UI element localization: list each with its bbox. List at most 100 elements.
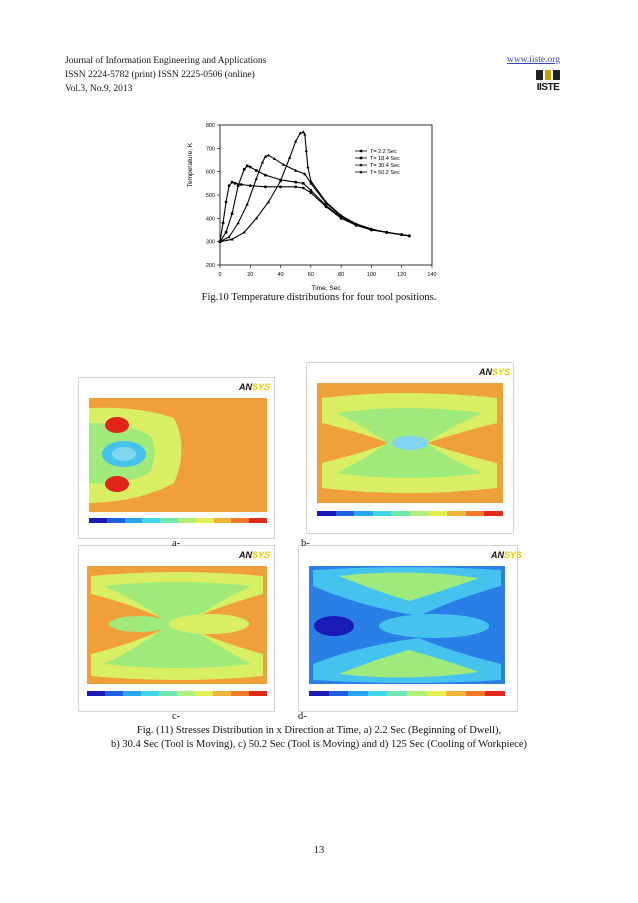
colorbar-segment: [249, 691, 267, 696]
y-tick-label: 200: [206, 263, 215, 269]
stress-panel-c: ANSYS: [78, 545, 275, 712]
colorbar-segment: [177, 691, 195, 696]
legend-label: T= 30.4 Sec: [370, 163, 400, 169]
data-point: [306, 165, 310, 169]
website-link[interactable]: www.iiste.org: [506, 55, 560, 65]
colorbar: [87, 691, 267, 696]
ansys-logo: ANSYS: [479, 367, 511, 377]
data-point: [248, 184, 252, 188]
colorbar-segment: [446, 691, 466, 696]
x-tick-label: 140: [427, 272, 436, 278]
data-point: [248, 165, 252, 169]
series-4: [218, 130, 411, 243]
colorbar-segment: [335, 511, 355, 516]
data-point: [303, 132, 307, 136]
data-point: [298, 131, 302, 135]
data-point: [221, 221, 225, 225]
legend-label: T= 18.4 Sec: [370, 156, 400, 162]
legend-entry: T= 18.4 Sec: [355, 156, 400, 162]
x-tick-label: 0: [218, 272, 221, 278]
data-point: [278, 179, 283, 183]
data-point: [359, 149, 363, 153]
contour-lightblue-zone: [112, 447, 136, 461]
data-point: [230, 212, 234, 215]
series-line: [219, 181, 410, 242]
colorbar-segment: [123, 691, 141, 696]
colorbar-segment: [406, 691, 427, 696]
legend-entry: T= 2.2 Sec: [355, 149, 397, 155]
series-1: [218, 180, 411, 244]
x-tick-label: 40: [278, 272, 284, 278]
colorbar-segment: [177, 518, 196, 523]
data-point: [263, 154, 268, 158]
ansys-logo: ANSYS: [491, 550, 523, 560]
data-point: [279, 185, 282, 189]
fig11-caption-line1: Fig. (11) Stresses Distribution in x Dir…: [136, 725, 502, 736]
data-point: [288, 155, 292, 159]
x-tick-label: 80: [338, 272, 344, 278]
issn-line: ISSN 2224-5782 (print) ISSN 2225-0506 (o…: [65, 70, 255, 80]
colorbar-segment: [387, 691, 407, 696]
data-point: [266, 153, 271, 157]
colorbar-segment: [372, 511, 392, 516]
colorbar-segment: [391, 511, 410, 516]
data-point: [260, 160, 264, 164]
colorbar-segment: [106, 518, 125, 523]
data-point: [384, 230, 389, 234]
data-point: [359, 163, 363, 167]
data-point: [294, 168, 298, 172]
fig10-caption: Fig.10 Temperature distributions for fou…: [201, 292, 437, 303]
panel-label-c: c-: [172, 711, 181, 722]
data-point: [400, 232, 404, 236]
colorbar-segment: [160, 518, 178, 523]
data-point: [304, 148, 308, 152]
colorbar: [317, 511, 503, 516]
panel-label-d: d-: [298, 711, 307, 722]
colorbar-segment: [485, 691, 505, 696]
data-point: [339, 213, 343, 217]
data-point: [230, 180, 234, 184]
data-point: [236, 184, 240, 187]
y-tick-label: 700: [206, 146, 215, 152]
legend-label: T= 50.2 Sec: [370, 170, 400, 176]
data-point: [309, 181, 313, 185]
legend-label: T= 2.2 Sec: [370, 149, 397, 155]
data-point: [301, 130, 305, 134]
colorbar-segment: [465, 691, 486, 696]
colorbar-segment: [328, 691, 349, 696]
panel-label-b: b-: [301, 538, 310, 549]
data-point: [407, 234, 411, 238]
data-point: [301, 182, 305, 185]
ansys-logo: ANSYS: [239, 382, 271, 392]
colorbar: [309, 691, 505, 696]
data-point: [245, 164, 249, 168]
colorbar-segment: [367, 691, 388, 696]
x-tick-label: 60: [308, 272, 314, 278]
colorbar-segment: [195, 518, 214, 523]
data-point: [236, 221, 240, 225]
data-point: [264, 173, 267, 177]
volume-line: Vol.3, No.9, 2013: [65, 84, 133, 94]
data-point: [324, 204, 328, 207]
data-point: [242, 168, 246, 171]
colorbar-segment: [195, 691, 213, 696]
x-tick-label: 120: [397, 272, 406, 278]
colorbar-segment: [354, 511, 373, 516]
data-point: [230, 237, 234, 241]
series-line: [219, 165, 410, 242]
colorbar-segment: [231, 518, 250, 523]
data-point: [233, 181, 237, 185]
stress-contour-a: [89, 398, 267, 512]
data-point: [242, 230, 246, 234]
x-tick-label: 100: [367, 272, 376, 278]
legend-entry: T= 50.2 Sec: [355, 170, 400, 176]
colorbar-segment: [309, 691, 329, 696]
panel-label-a: a-: [172, 538, 181, 549]
data-point: [239, 183, 243, 186]
colorbar-segment: [124, 518, 143, 523]
colorbar-segment: [142, 518, 161, 523]
data-point: [294, 139, 298, 143]
y-tick-label: 300: [206, 240, 215, 246]
colorbar-segment: [141, 691, 159, 696]
page-number: 13: [313, 845, 325, 856]
